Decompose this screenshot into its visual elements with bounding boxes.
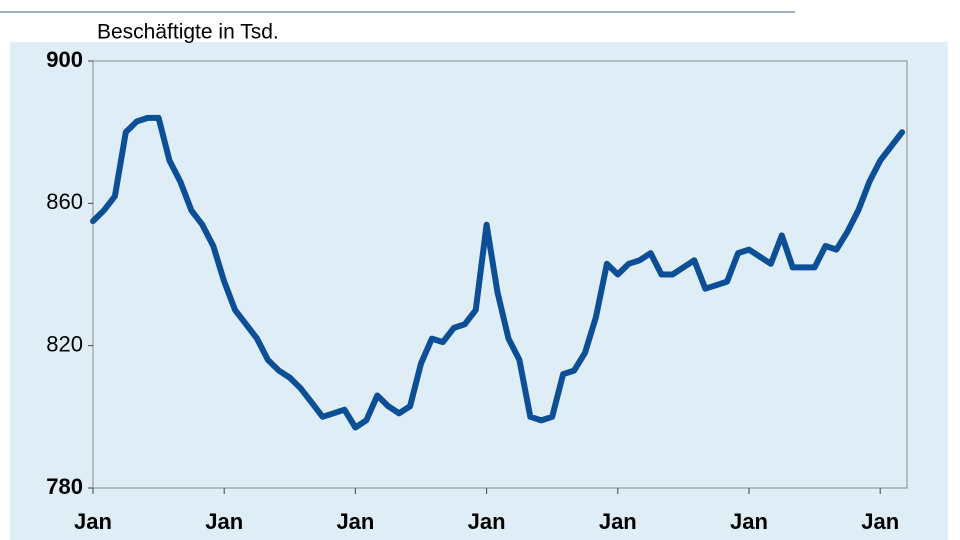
chart-title: Beschäftigte in Tsd. bbox=[97, 21, 279, 44]
y-tick-label: 820 bbox=[46, 331, 83, 356]
data-line bbox=[90, 114, 906, 431]
x-tick-label: Jan bbox=[599, 509, 637, 534]
y-tick-label: 900 bbox=[46, 47, 83, 72]
x-tick-label: Jan bbox=[205, 509, 243, 534]
y-tick-label: 780 bbox=[46, 474, 83, 499]
x-tick-label: Jan bbox=[336, 509, 374, 534]
y-tick-label: 860 bbox=[46, 189, 83, 214]
x-tick-label: Jan bbox=[468, 509, 506, 534]
plot-area bbox=[92, 60, 908, 489]
x-tick-label: Jan bbox=[74, 509, 112, 534]
x-tick-label: Jan bbox=[861, 509, 899, 534]
x-tick-label: Jan bbox=[730, 509, 768, 534]
